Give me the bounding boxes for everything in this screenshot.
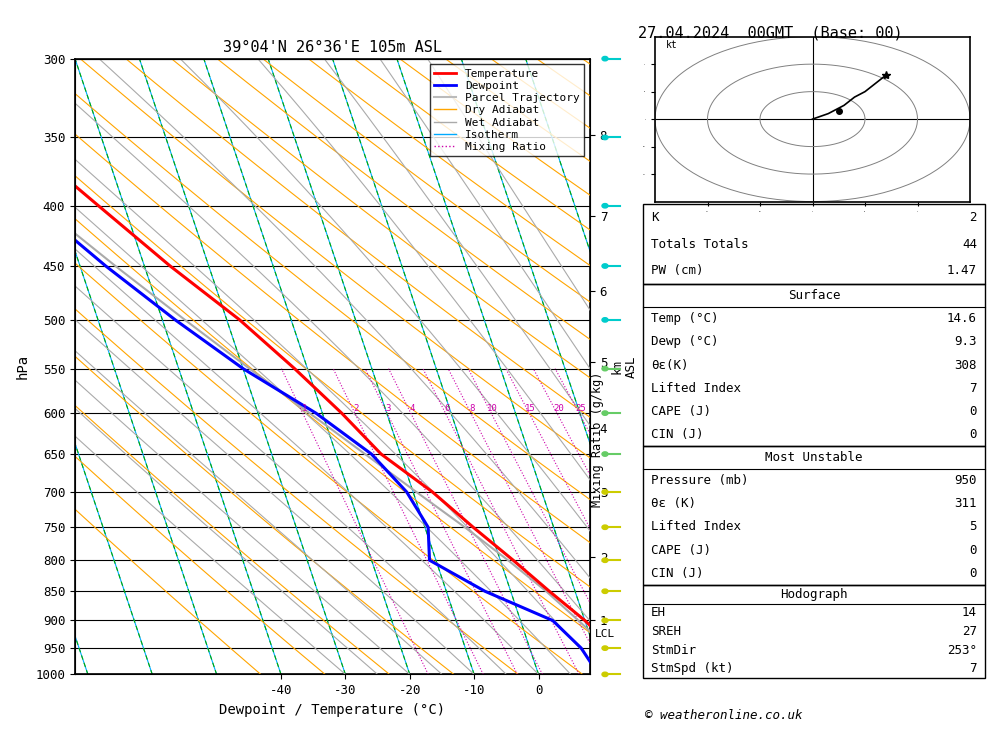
Text: 25: 25 (575, 404, 586, 413)
Text: StmDir: StmDir (651, 644, 696, 657)
Text: 0: 0 (970, 427, 977, 441)
Text: Temp (°C): Temp (°C) (651, 312, 718, 325)
Text: 253°: 253° (947, 644, 977, 657)
Text: θε (K): θε (K) (651, 497, 696, 510)
Text: Pressure (mb): Pressure (mb) (651, 474, 748, 487)
Text: StmSpd (kt): StmSpd (kt) (651, 662, 734, 675)
Text: CAPE (J): CAPE (J) (651, 544, 711, 556)
Text: 308: 308 (954, 358, 977, 372)
Text: 0: 0 (970, 544, 977, 556)
Text: 8: 8 (470, 404, 475, 413)
Text: 5: 5 (970, 520, 977, 534)
Text: EH: EH (651, 606, 666, 619)
Text: 7: 7 (970, 382, 977, 394)
Text: 27.04.2024  00GMT  (Base: 00): 27.04.2024 00GMT (Base: 00) (638, 26, 903, 40)
Text: 6: 6 (444, 404, 450, 413)
Text: 0: 0 (970, 405, 977, 418)
Title: 39°04'N 26°36'E 105m ASL: 39°04'N 26°36'E 105m ASL (223, 40, 442, 55)
Text: Totals Totals: Totals Totals (651, 237, 748, 251)
Text: CIN (J): CIN (J) (651, 567, 704, 580)
Text: K: K (651, 210, 658, 224)
Text: SREH: SREH (651, 625, 681, 638)
Text: PW (cm): PW (cm) (651, 265, 704, 278)
Text: 20: 20 (553, 404, 564, 413)
Text: 1.47: 1.47 (947, 265, 977, 278)
Legend: Temperature, Dewpoint, Parcel Trajectory, Dry Adiabat, Wet Adiabat, Isotherm, Mi: Temperature, Dewpoint, Parcel Trajectory… (430, 65, 584, 156)
Text: 44: 44 (962, 237, 977, 251)
Text: 27: 27 (962, 625, 977, 638)
Text: Lifted Index: Lifted Index (651, 382, 741, 394)
Text: 950: 950 (954, 474, 977, 487)
Text: 2: 2 (354, 404, 359, 413)
Text: 0: 0 (970, 567, 977, 580)
Text: 14.6: 14.6 (947, 312, 977, 325)
Text: Hodograph: Hodograph (780, 588, 848, 601)
Text: Mixing Ratio (g/kg): Mixing Ratio (g/kg) (592, 372, 604, 507)
Y-axis label: km
ASL: km ASL (610, 356, 638, 377)
Text: 14: 14 (962, 606, 977, 619)
Text: CAPE (J): CAPE (J) (651, 405, 711, 418)
Text: θε(K): θε(K) (651, 358, 688, 372)
Text: 10: 10 (487, 404, 498, 413)
X-axis label: Dewpoint / Temperature (°C): Dewpoint / Temperature (°C) (219, 703, 446, 717)
Text: CIN (J): CIN (J) (651, 427, 704, 441)
Text: Surface: Surface (788, 290, 840, 303)
Text: 4: 4 (410, 404, 415, 413)
Text: 2: 2 (970, 210, 977, 224)
Text: 3: 3 (386, 404, 391, 413)
Y-axis label: hPa: hPa (16, 354, 30, 379)
Text: 1: 1 (301, 404, 307, 413)
Text: © weatheronline.co.uk: © weatheronline.co.uk (645, 709, 802, 722)
Text: kt: kt (666, 40, 677, 50)
Text: Dewp (°C): Dewp (°C) (651, 336, 718, 348)
Text: 9.3: 9.3 (954, 336, 977, 348)
Text: 7: 7 (970, 662, 977, 675)
Text: Lifted Index: Lifted Index (651, 520, 741, 534)
Text: Most Unstable: Most Unstable (765, 451, 863, 464)
Text: 311: 311 (954, 497, 977, 510)
Text: 15: 15 (525, 404, 536, 413)
Text: LCL: LCL (595, 630, 615, 639)
